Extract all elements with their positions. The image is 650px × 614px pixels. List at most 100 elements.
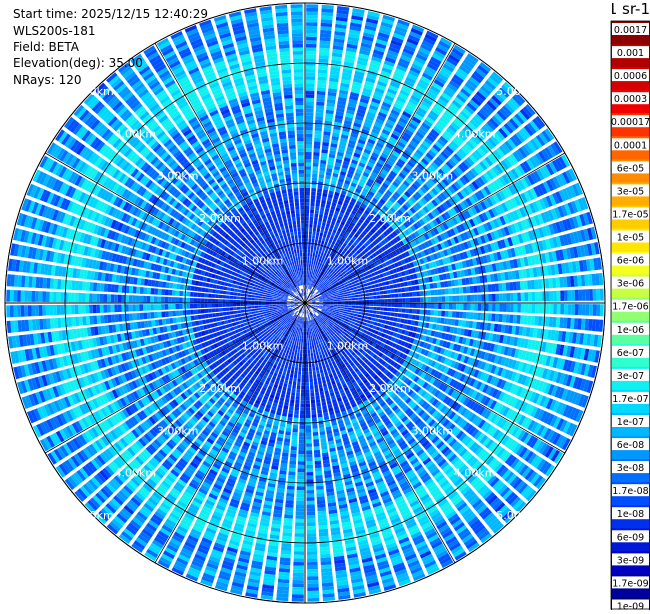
gate-cell bbox=[307, 342, 309, 346]
gate-cell bbox=[205, 314, 209, 319]
gate-cell bbox=[307, 504, 315, 508]
gate-cell bbox=[571, 304, 575, 315]
gate-cell bbox=[302, 375, 305, 379]
gate-cell bbox=[186, 304, 190, 309]
gate-cell bbox=[136, 304, 140, 311]
gate-cell bbox=[319, 428, 325, 432]
gate-cell bbox=[539, 304, 543, 314]
gate-cell bbox=[481, 304, 485, 311]
gate-cell bbox=[204, 309, 208, 313]
gate-cell bbox=[377, 303, 381, 306]
gate-cell bbox=[194, 315, 198, 320]
gate-cell bbox=[488, 304, 492, 312]
gate-cell bbox=[298, 458, 304, 462]
gate-cell bbox=[399, 303, 403, 307]
gate-cell bbox=[240, 307, 244, 310]
gate-cell bbox=[286, 493, 294, 497]
gate-cell bbox=[521, 304, 525, 313]
gate-cell bbox=[301, 339, 303, 343]
gate-cell bbox=[564, 304, 568, 315]
gate-cell bbox=[244, 307, 248, 310]
gate-cell bbox=[383, 312, 387, 316]
gate-cell bbox=[430, 317, 434, 323]
gate-cell bbox=[248, 306, 252, 309]
gate-cell bbox=[78, 305, 82, 314]
gate-cell bbox=[292, 584, 304, 588]
gate-cell bbox=[299, 357, 302, 361]
gate-cell bbox=[298, 461, 305, 465]
gate-cell bbox=[147, 312, 151, 319]
gate-cell bbox=[306, 382, 309, 386]
gate-cell bbox=[283, 525, 292, 529]
gate-cell bbox=[287, 489, 295, 493]
gate-cell bbox=[300, 411, 305, 415]
gate-cell bbox=[390, 312, 394, 316]
gate-cell bbox=[499, 304, 503, 312]
gate-cell bbox=[82, 305, 86, 314]
gate-cell bbox=[230, 311, 234, 314]
gate-cell bbox=[297, 486, 305, 490]
gate-cell bbox=[306, 436, 312, 440]
gate-cell bbox=[223, 312, 227, 316]
gate-cell bbox=[463, 304, 467, 311]
gate-cell bbox=[307, 530, 316, 534]
gate-cell bbox=[307, 522, 316, 526]
gate-cell bbox=[292, 598, 304, 602]
gate-cell bbox=[516, 315, 520, 324]
gate-cell bbox=[17, 305, 21, 317]
gate-cell bbox=[172, 304, 176, 309]
gate-cell bbox=[129, 304, 133, 311]
gate-cell bbox=[201, 304, 205, 308]
gate-cell bbox=[524, 304, 528, 313]
gate-cell bbox=[433, 317, 437, 323]
gate-cell bbox=[299, 364, 302, 368]
gate-cell bbox=[305, 353, 307, 357]
gate-cell bbox=[301, 346, 303, 350]
gate-cell bbox=[535, 304, 539, 314]
gate-cell bbox=[301, 382, 304, 386]
gate-cell bbox=[226, 308, 230, 311]
gate-cell bbox=[312, 425, 317, 429]
gate-cell bbox=[306, 386, 310, 390]
gate-cell bbox=[496, 304, 500, 312]
gate-cell bbox=[409, 303, 413, 307]
gate-cell bbox=[107, 305, 111, 313]
gate-cell bbox=[478, 304, 482, 311]
gate-cell bbox=[291, 396, 295, 400]
gate-cell bbox=[298, 465, 305, 469]
gate-cell bbox=[550, 304, 554, 314]
gate-cell bbox=[301, 393, 305, 397]
gate-cell bbox=[318, 417, 323, 421]
gate-cell bbox=[298, 451, 304, 455]
gate-cell bbox=[288, 413, 293, 417]
gate-cell bbox=[86, 316, 90, 325]
gate-cell bbox=[474, 304, 478, 311]
gate-cell bbox=[430, 310, 434, 315]
gate-cell bbox=[282, 536, 292, 540]
gate-cell bbox=[298, 371, 301, 375]
gate-cell bbox=[568, 304, 572, 315]
gate-cell bbox=[294, 555, 304, 559]
gate-cell bbox=[398, 313, 402, 317]
gate-cell bbox=[309, 364, 312, 368]
gate-cell bbox=[578, 304, 582, 315]
gate-cell bbox=[377, 307, 381, 310]
gate-cell bbox=[222, 308, 226, 312]
gate-cell bbox=[318, 514, 327, 518]
gate-cell bbox=[309, 368, 312, 372]
gate-cell bbox=[477, 313, 481, 320]
gate-cell bbox=[114, 305, 118, 313]
gate-cell bbox=[229, 304, 233, 307]
gate-cell bbox=[251, 301, 255, 303]
gate-cell bbox=[107, 315, 111, 323]
gate-cell bbox=[317, 507, 326, 511]
gate-cell bbox=[211, 304, 215, 308]
gate-cell bbox=[289, 468, 296, 472]
gate-cell bbox=[303, 353, 305, 357]
gate-cell bbox=[309, 375, 312, 379]
gate-cell bbox=[312, 360, 315, 364]
gate-cell bbox=[293, 381, 297, 385]
gate-cell bbox=[311, 396, 315, 400]
gate-cell bbox=[295, 522, 304, 526]
gate-cell bbox=[293, 562, 304, 566]
